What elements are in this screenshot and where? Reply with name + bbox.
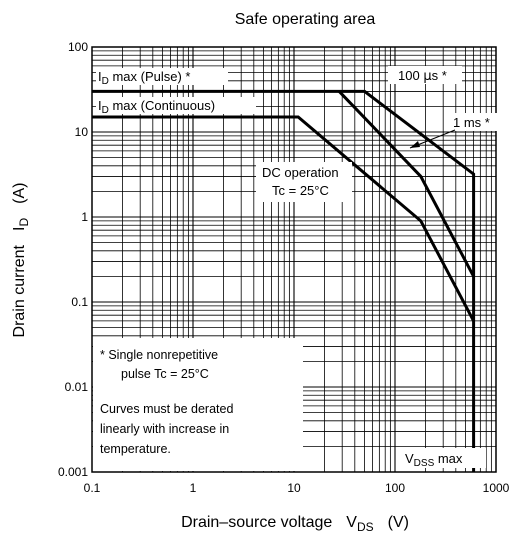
y-tick-label: 10 xyxy=(75,125,89,139)
id-pulse-rest: max (Pulse) * xyxy=(109,69,191,84)
x-tick-label: 1 xyxy=(190,481,197,495)
y-axis-label-main: Drain current xyxy=(11,244,28,337)
x-axis-label-symbol: V xyxy=(346,514,357,531)
x-axis-label-subscript: DS xyxy=(357,520,374,534)
vdss-label: VDSS max xyxy=(405,451,463,469)
label-100us-mu: µ xyxy=(423,69,431,84)
vdss-subscript: DSS xyxy=(414,458,435,469)
vdss-symbol: V xyxy=(405,451,414,466)
chart-title: Safe operating area xyxy=(235,11,376,28)
x-tick-label: 100 xyxy=(385,481,405,495)
dc-label-bg xyxy=(256,162,352,202)
id-pulse-symbol: I xyxy=(98,69,102,84)
plot-frame xyxy=(91,46,497,473)
note-line-2: pulse Tc = 25°C xyxy=(121,367,209,381)
id-cont-symbol: I xyxy=(98,98,102,113)
id-pulse-label-bg xyxy=(96,68,228,85)
label-100us-post: s * xyxy=(432,68,447,83)
x-axis-label: Drain–source voltage VDS (V) xyxy=(181,514,409,534)
soa-curve-ms1 xyxy=(338,90,475,278)
soa-curve-dc xyxy=(92,115,475,322)
dc-label-line1: DC operation xyxy=(262,165,339,180)
x-axis-label-unit: (V) xyxy=(388,514,409,531)
y-tick-label: 1 xyxy=(81,210,88,224)
note-line-4: linearly with increase in xyxy=(100,422,229,436)
y-tick-label: 100 xyxy=(68,40,88,54)
soa-curve-us100 xyxy=(92,89,476,472)
y-axis-label-unit: (A) xyxy=(11,183,28,204)
id-cont-label: ID max (Continuous) xyxy=(98,98,215,116)
note-line-1: * Single nonrepetitive xyxy=(100,348,218,362)
soa-curves xyxy=(92,89,476,472)
y-tick-label: 0.1 xyxy=(71,295,88,309)
x-axis-label-main: Drain–source voltage xyxy=(181,514,332,531)
vdss-label-bg xyxy=(402,448,486,468)
y-axis-label-subscript: D xyxy=(17,218,31,227)
id-pulse-label: ID max (Pulse) * xyxy=(98,69,191,87)
label-1ms: 1 ms * xyxy=(453,115,490,130)
x-tick-label: 0.1 xyxy=(84,481,101,495)
id-pulse-subscript: D xyxy=(102,76,109,87)
id-cont-subscript: D xyxy=(102,105,109,116)
label-100us: 100 µs * xyxy=(398,68,447,84)
id-cont-rest: max (Continuous) xyxy=(109,98,215,113)
y-tick-label: 0.001 xyxy=(58,465,88,479)
id-cont-label-bg xyxy=(96,97,256,114)
y-axis-label-symbol: I xyxy=(11,227,28,231)
note-line-5: temperature. xyxy=(100,442,171,456)
x-tick-labels: 0.1 1 10 100 1000 xyxy=(84,481,510,495)
label-1ms-arrowhead xyxy=(410,141,420,148)
x-tick-label: 1000 xyxy=(483,481,510,495)
y-tick-label: 0.01 xyxy=(65,380,89,394)
note-line-3: Curves must be derated xyxy=(100,402,233,416)
label-100us-bg xyxy=(388,66,462,84)
note-box xyxy=(93,338,303,471)
y-tick-labels: 0.001 0.01 0.1 1 10 100 xyxy=(58,40,88,479)
label-100us-pre: 100 xyxy=(398,68,423,83)
x-tick-label: 10 xyxy=(287,481,301,495)
y-axis-label: Drain current ID (A) xyxy=(11,183,31,338)
dc-label-line2: Tc = 25°C xyxy=(272,183,329,198)
vdss-rest: max xyxy=(434,451,463,466)
label-1ms-bg xyxy=(450,113,498,131)
